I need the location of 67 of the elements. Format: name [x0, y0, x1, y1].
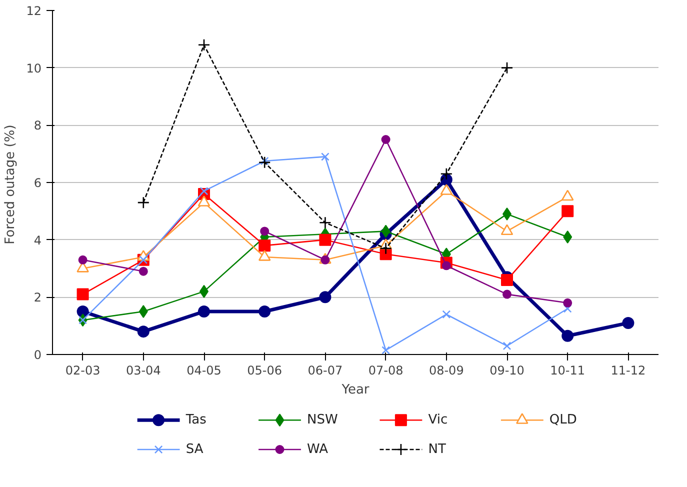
point: [563, 230, 572, 244]
point: [319, 216, 332, 229]
point: [198, 38, 210, 52]
x-tick-label: 09-10: [490, 364, 524, 378]
point: [442, 310, 451, 319]
y-tick-label: 0: [34, 348, 42, 362]
point: [563, 298, 572, 308]
legend-label: Vic: [428, 412, 448, 428]
point: [502, 342, 512, 350]
point: [137, 326, 150, 338]
point: [562, 330, 574, 342]
y-tick-label: 10: [26, 61, 42, 76]
point: [258, 156, 271, 169]
x-tick-label: 06-07: [308, 364, 343, 378]
legend-label: WA: [307, 442, 328, 457]
y-tick-label: 8: [34, 118, 42, 133]
x-axis-title: Year: [340, 382, 370, 398]
y-tick-label: 12: [26, 4, 42, 18]
point: [258, 306, 271, 318]
x-tick-label: 04-05: [186, 364, 222, 378]
point: [76, 288, 89, 300]
point: [260, 226, 270, 236]
y-axis-title: Forced outage (%): [3, 124, 18, 244]
point: [500, 224, 514, 236]
point: [78, 255, 88, 264]
point: [502, 290, 512, 299]
point: [440, 184, 453, 195]
point: [260, 156, 269, 166]
point: [321, 152, 330, 161]
x-tick-label: 10-11: [550, 364, 586, 378]
point: [501, 274, 513, 286]
point: [319, 234, 332, 246]
point: [382, 346, 390, 354]
point: [563, 304, 572, 313]
point: [442, 261, 451, 270]
legend-label: Tas: [184, 412, 207, 428]
point: [138, 266, 148, 276]
point: [320, 255, 330, 264]
y-tick-label: 6: [34, 176, 42, 190]
legend-label: NT: [428, 442, 446, 457]
point: [622, 316, 634, 329]
y-tick-label: 2: [34, 290, 42, 305]
x-tick-label: 05-06: [247, 364, 282, 378]
x-tick-label: 11-12: [610, 364, 646, 378]
point: [198, 196, 210, 206]
legend-label: SA: [186, 442, 204, 457]
point: [500, 62, 514, 74]
point: [381, 135, 390, 144]
point: [562, 205, 574, 218]
point: [137, 196, 150, 209]
point: [380, 242, 392, 255]
point: [381, 224, 390, 238]
x-tick-label: 02-03: [65, 364, 100, 378]
x-tick-label: 08-09: [428, 364, 464, 378]
point: [440, 168, 453, 180]
legend-label: QLD: [549, 412, 577, 428]
point: [200, 186, 208, 196]
point: [258, 250, 271, 261]
legend-label: NSW: [307, 412, 338, 428]
y-tick-label: 4: [34, 233, 42, 248]
x-tick-label: 03-04: [126, 364, 161, 378]
point: [198, 306, 210, 318]
point: [258, 240, 271, 252]
point: [561, 190, 574, 201]
point: [319, 291, 332, 304]
point: [138, 305, 148, 318]
x-tick-label: 07-08: [368, 364, 404, 378]
